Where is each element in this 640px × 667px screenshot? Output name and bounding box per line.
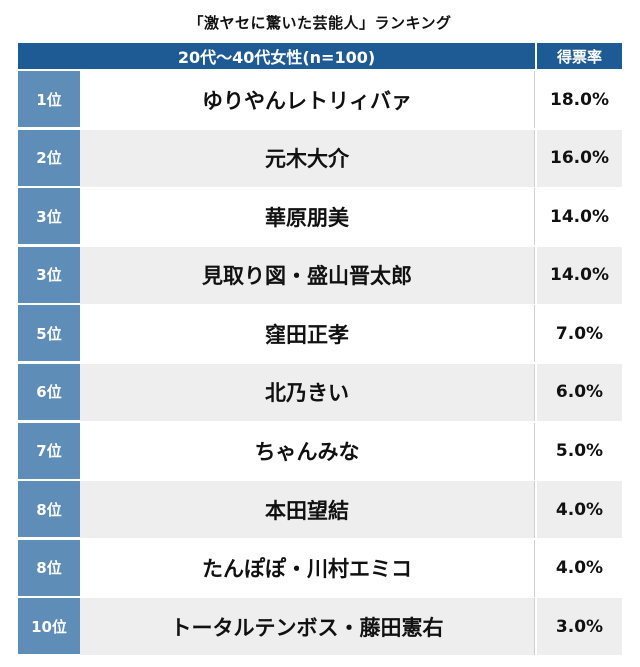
table-row: 6位 北乃きい 6.0% (18, 363, 622, 421)
name-cell: トータルテンボス・藤田憲右 (80, 598, 535, 656)
percent-cell: 5.0% (537, 422, 622, 480)
name-cell: 窪田正孝 (80, 305, 535, 363)
rank-cell: 8位 (18, 481, 80, 539)
percent-cell: 14.0% (537, 188, 622, 246)
percent-cell: 3.0% (537, 598, 622, 656)
percent-cell: 16.0% (537, 129, 622, 187)
name-cell: たんぽぽ・川村エミコ (80, 539, 535, 597)
name-cell: ゆりやんレトリィバァ (80, 71, 535, 128)
name-cell: ちゃんみな (80, 422, 535, 480)
rank-cell: 8位 (18, 539, 80, 597)
name-cell: 見取り図・盛山晋太郎 (80, 246, 535, 304)
table-row: 8位 たんぽぽ・川村エミコ 4.0% (18, 539, 622, 597)
table-row: 5位 窪田正孝 7.0% (18, 305, 622, 363)
percent-cell: 7.0% (537, 305, 622, 363)
rank-cell: 3位 (18, 188, 80, 246)
name-cell: 北乃きい (80, 363, 535, 421)
rank-cell: 1位 (18, 71, 80, 128)
table-row: 1位 ゆりやんレトリィバァ 18.0% (18, 71, 622, 128)
table-row: 3位 華原朋美 14.0% (18, 188, 622, 246)
table-row: 7位 ちゃんみな 5.0% (18, 422, 622, 480)
name-cell: 本田望結 (80, 481, 535, 539)
percent-cell: 6.0% (537, 363, 622, 421)
rank-cell: 2位 (18, 129, 80, 187)
table-row: 3位 見取り図・盛山晋太郎 14.0% (18, 246, 622, 304)
page-title: 「激ヤセに驚いた芸能人」ランキング (188, 14, 452, 32)
name-cell: 元木大介 (80, 129, 535, 187)
rank-cell: 7位 (18, 422, 80, 480)
name-cell: 華原朋美 (80, 188, 535, 246)
percent-cell: 4.0% (537, 539, 622, 597)
percent-cell: 18.0% (537, 71, 622, 128)
rank-cell: 3位 (18, 246, 80, 304)
percent-cell: 14.0% (537, 246, 622, 304)
rank-cell: 10位 (18, 598, 80, 656)
table-header: 20代〜40代女性(n=100) 得票率 (18, 43, 622, 69)
rank-cell: 5位 (18, 305, 80, 363)
percent-cell: 4.0% (537, 481, 622, 539)
table-row: 2位 元木大介 16.0% (18, 129, 622, 187)
rank-cell: 6位 (18, 363, 80, 421)
table-row: 8位 本田望結 4.0% (18, 481, 622, 539)
percent-column-header: 得票率 (537, 43, 622, 69)
table-row: 10位 トータルテンボス・藤田憲右 3.0% (18, 598, 622, 656)
ranking-table: 1位 ゆりやんレトリィバァ 18.0% 2位 元木大介 16.0% 3位 華原朋… (18, 71, 622, 657)
respondent-group-header: 20代〜40代女性(n=100) (18, 43, 535, 69)
